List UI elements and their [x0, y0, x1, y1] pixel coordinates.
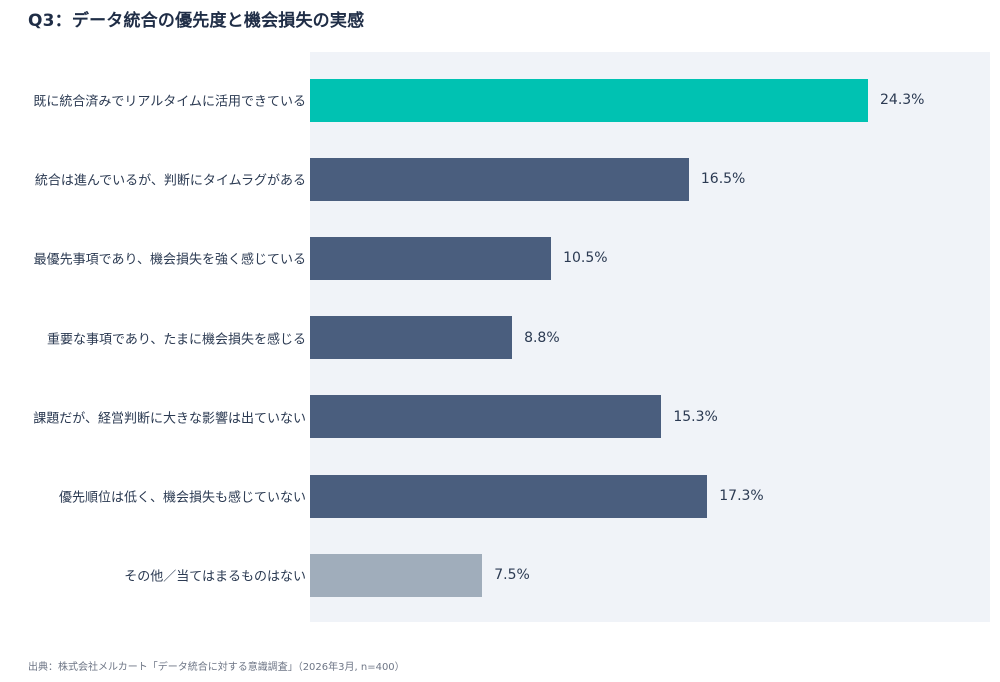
value-label: 7.5% [494, 567, 530, 584]
source-note: 出典：株式会社メルカート「データ統合に対する意識調査」（2026年3月, n=4… [28, 662, 405, 673]
category-label: 統合は進んでいるが、判断にタイムラグがある [34, 173, 306, 189]
chart-title: Q3：データ統合の優先度と機会損失の実感 [28, 11, 365, 31]
bar [310, 236, 552, 280]
bar [310, 553, 483, 597]
value-label: 10.5% [563, 250, 608, 267]
value-label: 15.3% [673, 408, 718, 425]
bar [310, 474, 708, 518]
category-label: その他／当てはまるものはない [124, 569, 306, 585]
category-label: 既に統合済みでリアルタイムに活用できている [33, 94, 306, 110]
category-label: 優先順位は低く、機会損失も感じていない [58, 490, 306, 506]
value-label: 8.8% [524, 329, 560, 346]
category-label: 課題だが、経営判断に大きな影響は出ていない [33, 411, 306, 427]
bar [310, 316, 513, 360]
bar [310, 395, 662, 439]
value-label: 24.3% [880, 92, 925, 108]
category-label: 重要な事項であり、たまに機会損失を感じる [47, 332, 306, 348]
bar [310, 157, 689, 201]
value-label: 16.5% [700, 171, 746, 188]
value-label: 17.3% [719, 488, 764, 504]
bar [310, 78, 868, 122]
category-label: 最優先事項であり、機会損失を強く感じている [33, 252, 306, 268]
